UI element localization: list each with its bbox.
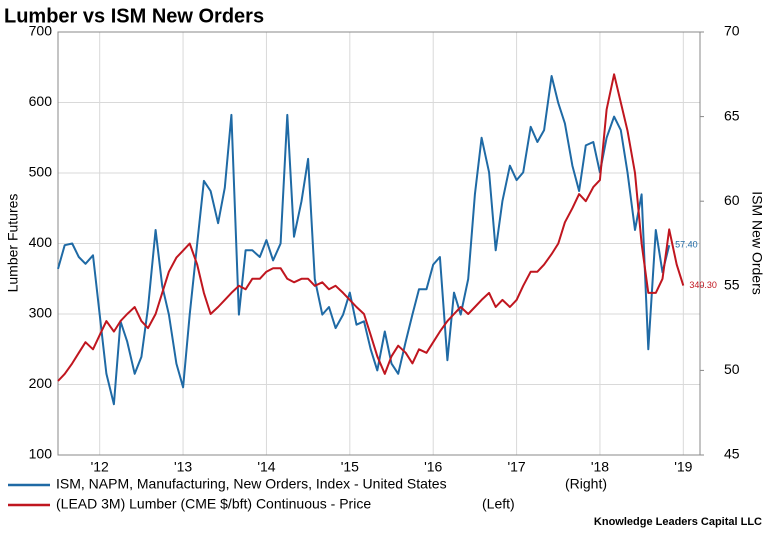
series-line — [57, 73, 685, 382]
y2-tick-label: 55 — [724, 277, 740, 293]
legend-label: ISM, NAPM, Manufacturing, New Orders, In… — [56, 476, 447, 492]
data-label: 340.30 — [689, 280, 717, 290]
x-tick-label: '17 — [507, 459, 525, 475]
y-tick-label: 200 — [29, 375, 53, 391]
x-tick-label: '12 — [91, 459, 109, 475]
y-tick-label: 600 — [29, 93, 53, 109]
x-tick-label: '15 — [341, 459, 359, 475]
data-label: 57.40 — [675, 240, 698, 250]
legend-side: (Right) — [565, 476, 607, 492]
x-tick-label: '16 — [424, 459, 442, 475]
y-axis-title: Lumber Futures — [5, 194, 21, 293]
y-tick-label: 100 — [29, 446, 53, 462]
y2-tick-label: 45 — [724, 446, 740, 462]
legend-label: (LEAD 3M) Lumber (CME $/bft) Continuous … — [56, 496, 371, 512]
y2-tick-label: 50 — [724, 361, 740, 377]
y-tick-label: 400 — [29, 234, 53, 250]
x-tick-label: '19 — [674, 459, 692, 475]
x-tick-label: '18 — [591, 459, 609, 475]
y-tick-label: 300 — [29, 305, 53, 321]
plot-frame — [57, 31, 701, 456]
x-tick-label: '14 — [257, 459, 275, 475]
y-tick-label: 500 — [29, 164, 53, 180]
y-tick-label: 700 — [29, 23, 53, 39]
y2-axis-title: ISM New Orders — [749, 191, 765, 294]
source: Knowledge Leaders Capital LLC — [594, 516, 762, 528]
legend-side: (Left) — [482, 496, 515, 512]
x-tick-label: '13 — [174, 459, 192, 475]
chart-title: Lumber vs ISM New Orders — [4, 5, 264, 27]
y2-tick-label: 60 — [724, 192, 740, 208]
y2-tick-label: 70 — [724, 23, 740, 39]
y2-tick-label: 65 — [724, 107, 740, 123]
series-line — [57, 75, 671, 406]
